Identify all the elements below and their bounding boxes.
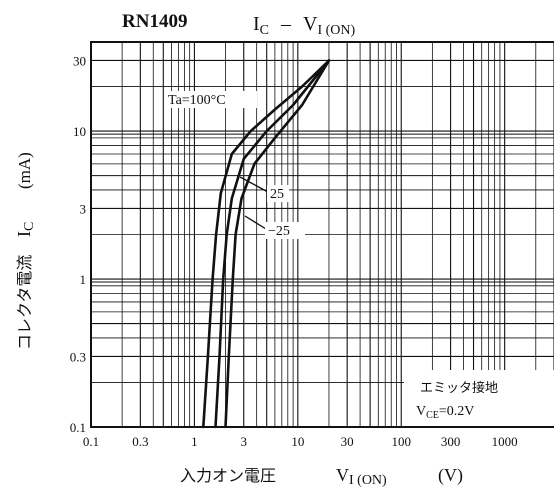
y-tick-label: 10: [73, 124, 86, 139]
grid-minor: [91, 41, 554, 427]
leader-line-25: [239, 176, 269, 193]
x-tick-label: 0.3: [132, 434, 148, 449]
y-tick-label: 3: [80, 201, 87, 216]
x-tick-label: 10: [291, 434, 304, 449]
series-line-1: [214, 59, 331, 429]
y-axis-label-symbol: IC: [14, 222, 37, 237]
grid-major: [90, 42, 554, 427]
x-tick-label: 0.1: [83, 434, 99, 449]
x-tick-label: 1000: [492, 434, 518, 449]
x-tick-label: 30: [341, 434, 354, 449]
condition-vce: VCE=0.2V: [416, 404, 474, 421]
y-tick-label: 0.1: [70, 420, 86, 435]
condition-emitter-grounded: エミッタ接地: [420, 380, 498, 396]
series-label-ta100: Ta=100°C: [168, 93, 226, 108]
x-tick-label: 3: [241, 434, 248, 449]
y-axis-label-jp: コレクタ電流: [15, 255, 34, 350]
plot-frame: [90, 41, 554, 428]
y-axis-label-unit: (mA): [15, 152, 34, 189]
leader-line-minus25: [244, 215, 267, 230]
series-line-0: [202, 59, 331, 429]
series-group: [202, 59, 331, 429]
part-number: RN1409: [122, 11, 187, 32]
x-axis-label-symbol: VI (ON): [336, 465, 387, 488]
x-tick-label: 100: [391, 434, 411, 449]
series-label-25: 25: [270, 187, 284, 202]
x-tick-label: 300: [441, 434, 461, 449]
y-tick-label: 30: [73, 53, 86, 68]
x-axis-label-jp: 入力オン電圧: [180, 466, 276, 485]
series-label-minus25: −25: [268, 224, 290, 239]
chart-title: IC – VI (ON): [253, 13, 356, 38]
y-tick-label: 1: [80, 272, 87, 287]
annotation-box: [404, 370, 554, 426]
series-line-2: [224, 59, 331, 429]
y-tick-label: 0.3: [70, 349, 86, 364]
x-axis-label-unit: (V): [438, 465, 463, 486]
x-tick-label: 1: [191, 434, 198, 449]
